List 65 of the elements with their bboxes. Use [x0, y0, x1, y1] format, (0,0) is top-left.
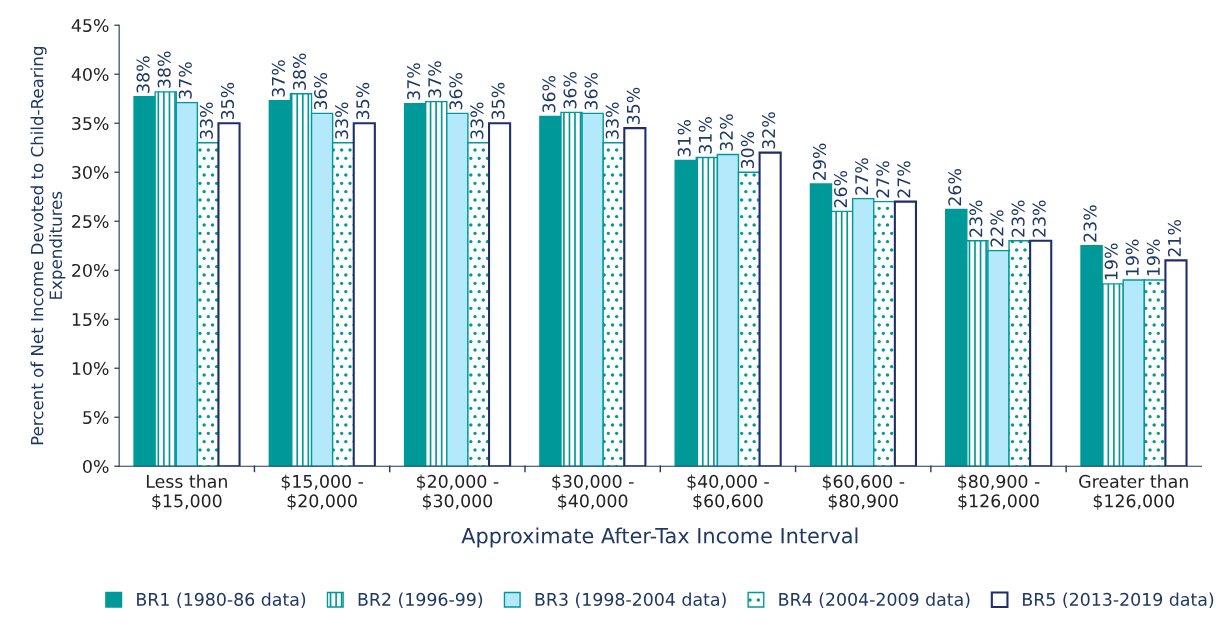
data-label: 37% [428, 61, 442, 98]
data-label: 35% [356, 82, 370, 120]
data-label: 36% [313, 72, 328, 110]
data-label: 21% [1167, 219, 1182, 257]
data-label: 37% [407, 63, 421, 100]
data-label: 27% [855, 158, 869, 195]
y-tick-label: 45% [71, 18, 109, 33]
x-tick-label: Less than $15,000 [146, 474, 227, 510]
y-tick-label: 10% [72, 361, 109, 376]
y-tick-label: 40% [71, 67, 109, 82]
y-tick-label: 25% [72, 214, 109, 229]
data-label: 30% [740, 131, 755, 169]
data-label: 38% [157, 51, 171, 88]
x-tick-label: $15,000 - $20,000 [281, 474, 364, 510]
data-label: 26% [834, 170, 848, 208]
legend-label: BR4 (2004-2009 data) [779, 592, 970, 609]
data-label: 35% [491, 82, 505, 120]
data-label: 23% [969, 200, 983, 237]
data-label: 19% [1125, 239, 1139, 276]
data-label: 26% [948, 169, 962, 206]
data-label: 35% [220, 82, 235, 120]
data-label: 33% [335, 102, 349, 139]
data-label: 38% [292, 53, 307, 90]
x-tick-label: Greater than $126,000 [1079, 474, 1188, 510]
x-tick-label: $60,600 - $80,900 [822, 474, 905, 510]
y-tick-label: 20% [72, 263, 109, 278]
legend-label: BR1 (1980-86 data) [137, 592, 306, 609]
data-label: 19% [1104, 243, 1118, 280]
data-label: 32% [762, 112, 776, 149]
data-label: 23% [1032, 200, 1046, 237]
y-tick-label: 0% [83, 459, 109, 474]
data-label: 29% [812, 143, 827, 180]
x-tick-label: $30,000 - $40,000 [552, 474, 634, 510]
legend-label: BR3 (1998-2004 data) [535, 592, 726, 609]
data-label: 37% [178, 62, 192, 99]
data-label: 33% [470, 102, 484, 139]
x-tick-label: $20,000 - $30,000 [417, 474, 499, 510]
data-label: 38% [136, 56, 150, 93]
data-label: 22% [990, 210, 1004, 247]
x-tick-label: $80,900 - $126,000 [958, 474, 1040, 510]
y-tick-label: 30% [72, 165, 109, 180]
x-axis-title: Approximate After-Tax Income Interval [461, 527, 858, 548]
data-label: 37% [271, 60, 285, 97]
data-label: 36% [563, 72, 577, 109]
legend-label: BR2 (1996-99) [358, 592, 483, 609]
data-label: 36% [449, 72, 463, 110]
data-label: 27% [897, 161, 911, 198]
data-label: 33% [605, 102, 619, 139]
data-label: 32% [719, 114, 733, 151]
data-label: 19% [1146, 239, 1160, 276]
y-tick-label: 15% [72, 312, 109, 327]
data-label: 35% [626, 87, 640, 124]
data-label: 23% [1083, 205, 1097, 242]
x-tick-label: $40,000 - $60,600 [687, 474, 769, 510]
y-tick-label: 5% [83, 410, 109, 425]
data-label: 23% [1011, 200, 1025, 237]
y-axis-title: Percent of Net Income Devoted to Child-Rearing Expenditures [30, 47, 66, 445]
data-label: 33% [199, 102, 213, 139]
data-label: 27% [876, 161, 890, 198]
data-label: 31% [698, 117, 712, 154]
data-label: 31% [677, 120, 691, 157]
data-label: 36% [584, 72, 598, 110]
legend-label: BR5 (2013-2019 data) [1023, 592, 1214, 609]
data-label: 36% [542, 75, 556, 113]
y-tick-label: 35% [72, 116, 109, 131]
